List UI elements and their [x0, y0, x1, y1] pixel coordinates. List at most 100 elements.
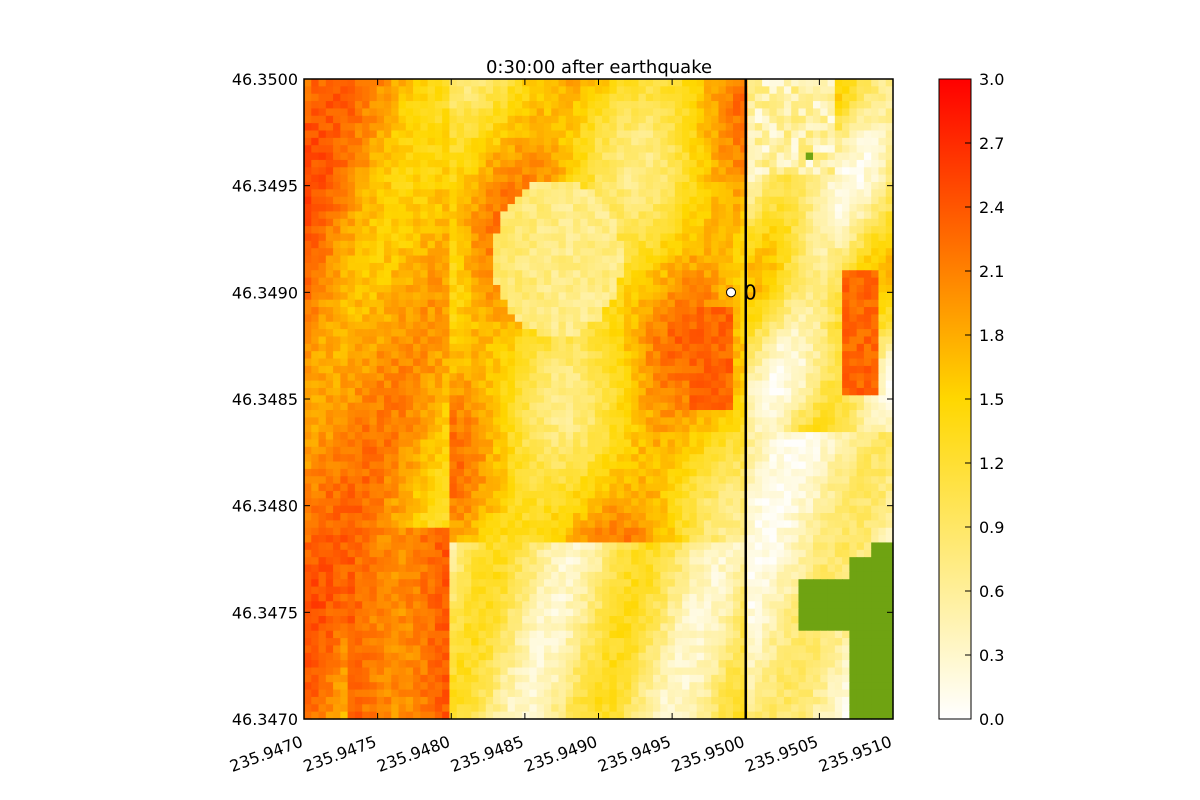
heatmap-cell [369, 402, 378, 411]
heatmap-cell [449, 159, 458, 168]
heatmap-cell [798, 461, 807, 470]
heatmap-cell [638, 108, 647, 117]
heatmap-cell [878, 395, 887, 404]
heatmap-cell [813, 520, 821, 529]
heatmap-cell [791, 351, 800, 360]
heatmap-cell [747, 505, 756, 514]
heatmap-cell [573, 490, 581, 499]
heatmap-cell [871, 299, 880, 308]
heatmap-cell [529, 174, 538, 183]
heatmap-cell [623, 351, 632, 360]
heatmap-cell [420, 167, 429, 176]
heatmap-cell [340, 373, 349, 382]
heatmap-cell [565, 292, 574, 301]
heatmap-cell [449, 454, 458, 463]
heatmap-cell [740, 248, 749, 257]
heatmap-cell [456, 167, 465, 176]
heatmap-cell [711, 270, 720, 279]
heatmap-cell [354, 93, 363, 102]
heatmap-cell [369, 284, 378, 293]
heatmap-cell [616, 513, 625, 521]
heatmap-cell [514, 402, 523, 411]
heatmap-cell [798, 130, 807, 139]
heatmap-cell [842, 270, 850, 279]
heatmap-cell [609, 196, 618, 205]
heatmap-cell [369, 101, 378, 110]
heatmap-cell [689, 181, 698, 190]
heatmap-cell [631, 145, 640, 154]
heatmap-cell [667, 365, 676, 374]
heatmap-cell [463, 299, 472, 308]
heatmap-cell [434, 520, 443, 529]
heatmap-cell [318, 446, 327, 455]
heatmap-cell [631, 343, 640, 352]
heatmap-cell [631, 454, 640, 463]
heatmap-cell [594, 336, 603, 345]
heatmap-cell [340, 314, 349, 323]
heatmap-cell [674, 255, 683, 264]
heatmap-cell [383, 329, 392, 338]
heatmap-cell [427, 432, 436, 441]
heatmap-cell [514, 204, 523, 213]
heatmap-cell [820, 204, 829, 213]
heatmap-cell [405, 233, 414, 242]
heatmap-cell [616, 196, 625, 205]
heatmap-cell [427, 395, 436, 404]
heatmap-cell [609, 343, 618, 352]
heatmap-cell [376, 86, 385, 95]
heatmap-cell [463, 233, 472, 242]
heatmap-cell [398, 108, 407, 117]
heatmap-cell [609, 174, 618, 183]
heatmap-cell [754, 181, 763, 190]
heatmap-cell [834, 196, 843, 205]
heatmap-cell [733, 233, 741, 242]
heatmap-cell [747, 373, 756, 382]
heatmap-cell [703, 402, 712, 411]
heatmap-cell [674, 86, 683, 95]
heatmap-cell [398, 395, 407, 404]
heatmap-cell [449, 446, 458, 455]
heatmap-cell [813, 86, 821, 95]
heatmap-cell [682, 454, 690, 463]
heatmap-cell [609, 527, 618, 536]
heatmap-cell [500, 343, 509, 352]
heatmap-cell [609, 321, 618, 330]
heatmap-cell [543, 498, 552, 507]
heatmap-cell [682, 218, 690, 227]
heatmap-cell [725, 432, 734, 441]
heatmap-cell [660, 498, 669, 507]
heatmap-cell [536, 240, 545, 249]
heatmap-cell [623, 476, 632, 485]
heatmap-cell [514, 410, 523, 418]
heatmap-cell [369, 395, 378, 404]
heatmap-cell [362, 248, 371, 257]
heatmap-cell [820, 483, 829, 492]
heatmap-cell [536, 343, 545, 352]
heatmap-cell [885, 189, 894, 198]
heatmap-cell [863, 351, 872, 360]
heatmap-cell [703, 284, 712, 293]
heatmap-cell [434, 446, 443, 455]
heatmap-cell [776, 79, 785, 87]
heatmap-cell [703, 292, 712, 301]
heatmap-cell [551, 226, 560, 235]
heatmap-cell [340, 79, 349, 87]
heatmap-cell [703, 358, 712, 367]
heatmap-cell [471, 351, 480, 360]
heatmap-cell [536, 395, 545, 404]
heatmap-cell [645, 461, 654, 470]
heatmap-cell [376, 152, 385, 161]
heatmap-cell [493, 123, 501, 132]
heatmap-cell [522, 137, 531, 146]
heatmap-cell [718, 439, 727, 448]
heatmap-cell [820, 262, 829, 271]
heatmap-cell [340, 167, 349, 176]
heatmap-cell [885, 307, 894, 316]
heatmap-cell [696, 284, 705, 293]
heatmap-cell [689, 343, 698, 352]
heatmap-cell [580, 505, 589, 514]
heatmap-cell [333, 93, 341, 102]
heatmap-cell [842, 358, 850, 367]
heatmap-cell [805, 483, 814, 492]
heatmap-cell [333, 402, 341, 411]
